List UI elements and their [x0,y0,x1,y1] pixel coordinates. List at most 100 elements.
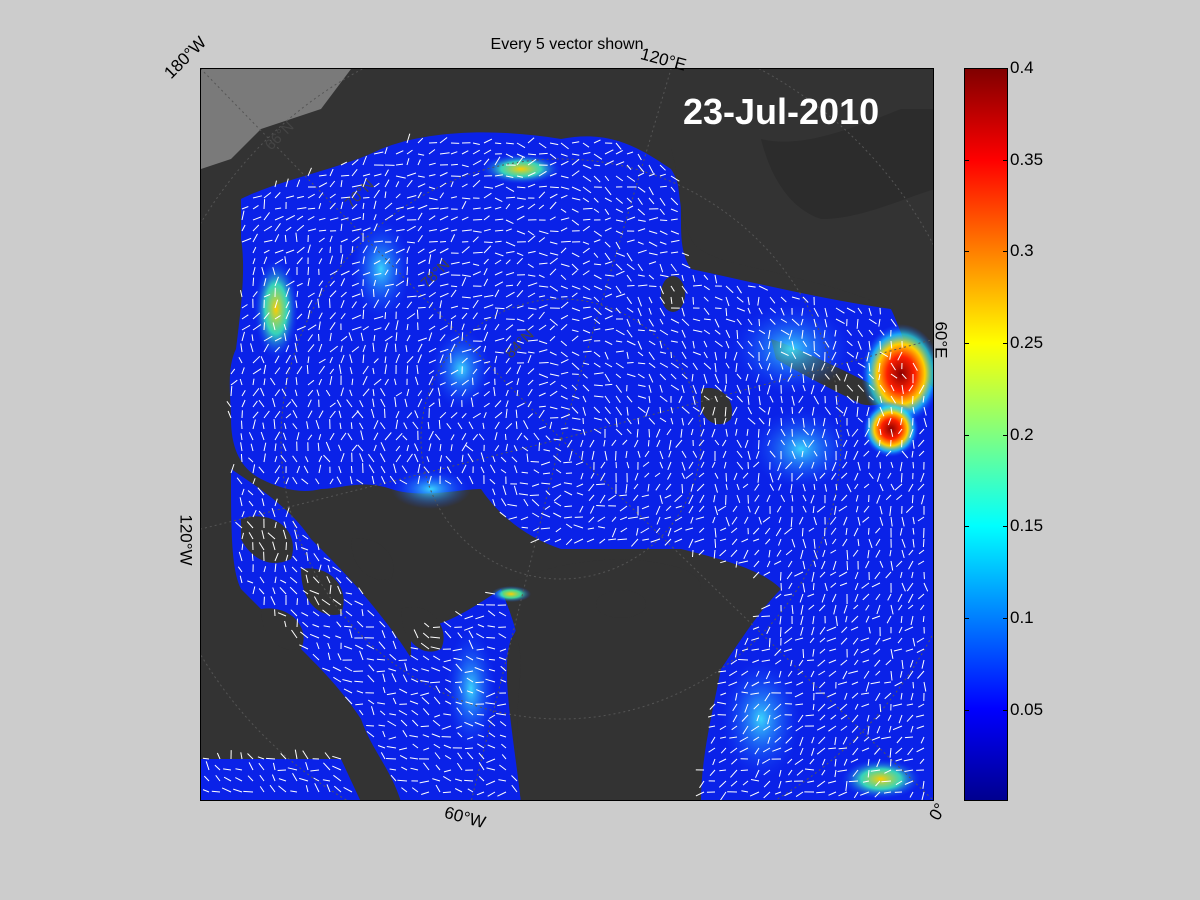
drift-vector [487,719,496,727]
drift-vector [809,758,815,765]
drift-vector [730,769,738,778]
drift-vector [857,516,861,526]
drift-vector [336,399,342,408]
drift-vector [252,224,260,232]
drift-vector [428,314,434,320]
drift-vector [835,417,838,425]
drift-vector [604,307,613,313]
drift-vector [903,758,914,762]
drift-vector [795,725,804,732]
drift-vector [916,648,925,654]
drift-vector [406,277,409,287]
drift-vector [372,367,375,375]
drift-vector [340,174,350,177]
drift-vector [485,678,496,683]
drift-vector [354,644,364,650]
drift-vector [637,263,644,272]
drift-vector [362,227,371,232]
drift-vector [604,395,611,404]
drift-vector [354,600,364,606]
drift-vector [215,774,221,782]
drift-vector [291,398,298,408]
drift-vector [626,307,634,313]
drift-vector [384,432,392,441]
drift-vector [802,384,806,392]
drift-vector [722,450,727,458]
drift-vector [235,777,243,782]
drift-vector [513,485,518,496]
colorbar-tick: 0.2 [1010,425,1034,444]
drift-vector [259,774,265,782]
drift-vector [258,399,265,408]
drift-vector [307,228,317,232]
drift-vector [516,186,526,189]
drift-vector [549,216,556,221]
drift-vector [741,648,749,652]
graticule [201,69,933,800]
drift-vector [416,309,419,320]
drift-vector [576,492,584,496]
drift-vector [681,373,688,380]
drift-vector [582,329,591,334]
drift-vector [604,160,614,166]
drift-vector [851,714,859,723]
drift-vector [443,713,452,716]
drift-vector [516,378,520,386]
drift-vector [329,180,336,188]
drift-vector [464,779,474,782]
drift-vector [896,494,903,501]
drift-vector [604,406,611,415]
drift-vector [615,142,622,150]
drift-vector [250,443,254,452]
drift-vector [763,791,771,799]
lon-label-60w: 60°W [442,802,488,833]
drift-vector [337,585,342,595]
drift-vector [472,172,480,177]
drift-vector [461,164,469,168]
drift-vector [247,580,254,584]
drift-vector [450,151,458,155]
drift-vector [549,241,558,245]
drift-vector [904,780,914,785]
drift-vector [505,408,508,419]
drift-vector [417,153,425,156]
drift-vector [909,428,914,438]
drift-vector [688,494,694,505]
drift-vector [493,387,496,397]
drift-vector [648,307,652,315]
drift-vector [549,380,556,386]
drift-vector [263,312,270,320]
drift-vector [406,388,410,397]
drift-vector [648,296,653,304]
drift-vector [879,505,883,515]
drift-vector [223,768,232,771]
drift-vector [587,527,595,530]
drift-vector [569,450,573,461]
drift-vector [887,472,892,479]
drift-vector [428,149,436,155]
drift-vector [205,761,210,771]
drift-vector [455,610,463,617]
drift-vector [505,284,514,287]
drift-vector [670,406,674,414]
drift-vector [656,439,661,448]
lon-label-120w: 120°W [176,514,196,566]
drift-vector [252,387,260,397]
drift-vector [600,472,606,481]
drift-vector [571,428,581,431]
drift-vector [435,764,441,771]
drift-vector [505,203,511,210]
drift-vector [615,241,621,250]
drift-vector [659,362,669,368]
drift-vector [538,191,546,199]
drift-vector [269,377,276,386]
drift-vector [747,362,753,370]
drift-vector [664,494,672,499]
drift-vector [790,659,793,667]
drift-vector [266,757,276,760]
drift-vector [494,183,504,188]
drift-vector [758,318,760,327]
franz-josef [661,276,685,312]
drift-vector [362,309,365,320]
drift-vector [714,274,718,284]
